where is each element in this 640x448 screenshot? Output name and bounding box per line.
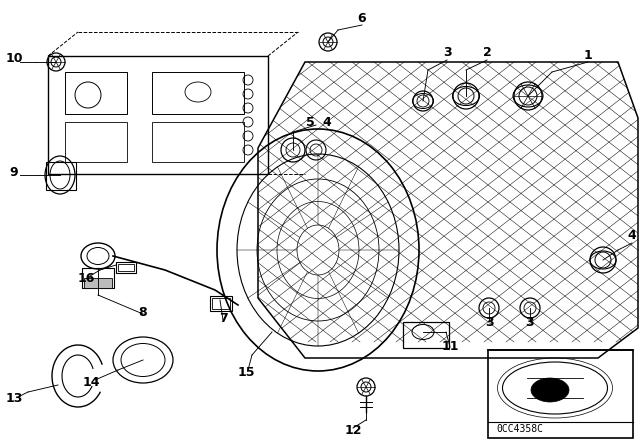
Text: 0CC4358C: 0CC4358C xyxy=(496,424,543,434)
Bar xyxy=(118,264,134,271)
Text: 10: 10 xyxy=(5,52,23,65)
Text: 11: 11 xyxy=(441,340,459,353)
Text: 16: 16 xyxy=(77,271,95,284)
Text: 1: 1 xyxy=(584,48,593,61)
Text: 2: 2 xyxy=(483,46,492,59)
Bar xyxy=(488,350,633,438)
Text: 12: 12 xyxy=(344,423,362,436)
Bar xyxy=(116,262,136,273)
Bar xyxy=(403,322,449,348)
Bar xyxy=(84,278,112,288)
Bar xyxy=(212,298,230,309)
Text: 6: 6 xyxy=(358,12,366,25)
Text: 4: 4 xyxy=(323,116,332,129)
Bar xyxy=(210,296,232,311)
Bar xyxy=(152,122,244,162)
Ellipse shape xyxy=(531,378,569,402)
Bar xyxy=(65,72,127,114)
Text: 3: 3 xyxy=(484,315,493,328)
Bar xyxy=(65,122,127,162)
Text: 14: 14 xyxy=(83,375,100,388)
Text: 15: 15 xyxy=(237,366,255,379)
Bar xyxy=(46,162,76,190)
Text: 3: 3 xyxy=(525,315,534,328)
Text: 8: 8 xyxy=(139,306,147,319)
Text: 9: 9 xyxy=(10,165,19,178)
Text: 3: 3 xyxy=(443,46,451,59)
Bar xyxy=(82,268,114,288)
Text: 4: 4 xyxy=(628,228,636,241)
Bar xyxy=(152,72,244,114)
Text: 7: 7 xyxy=(219,311,227,324)
Text: 13: 13 xyxy=(5,392,22,405)
Text: 5: 5 xyxy=(306,116,314,129)
